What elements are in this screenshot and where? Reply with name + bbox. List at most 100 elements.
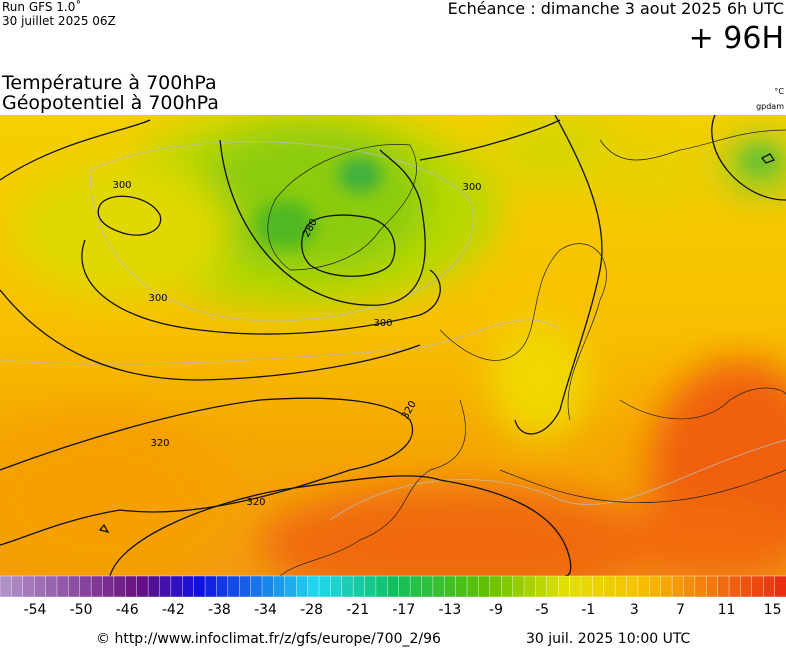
colorbar-swatch bbox=[239, 575, 252, 598]
contour-label: 300 bbox=[462, 182, 481, 193]
colorbar-label: 11 bbox=[718, 602, 736, 618]
colorbar-swatch bbox=[398, 575, 411, 598]
colorbar-swatch bbox=[250, 575, 263, 598]
colorbar-swatch bbox=[409, 575, 422, 598]
colorbar-swatch bbox=[307, 575, 320, 598]
colorbar-label: -50 bbox=[70, 602, 93, 618]
colorbar-swatch bbox=[352, 575, 366, 598]
colorbar-swatch bbox=[535, 575, 548, 598]
colorbar-swatch bbox=[113, 575, 126, 598]
colorbar-swatch bbox=[637, 575, 650, 598]
colorbar-label: 7 bbox=[676, 602, 685, 618]
colorbar-swatch bbox=[22, 575, 35, 598]
colorbar-swatch bbox=[660, 575, 673, 598]
run-label: Run GFS 1.0˚ bbox=[2, 0, 81, 14]
colorbar-swatch bbox=[717, 575, 730, 598]
colorbar-swatch bbox=[444, 575, 457, 598]
colorbar-swatch bbox=[421, 575, 434, 598]
run-date: 30 juillet 2025 06Z bbox=[2, 14, 116, 28]
colorbar-swatch bbox=[478, 575, 491, 598]
colorbar-swatch bbox=[295, 575, 309, 598]
colorbar-swatch bbox=[387, 575, 400, 598]
geopotential-contours bbox=[0, 115, 786, 576]
colorbar-swatch bbox=[523, 575, 536, 598]
colorbar-swatch bbox=[592, 575, 605, 598]
colorbar-swatch bbox=[159, 575, 172, 598]
colorbar-swatch bbox=[626, 575, 639, 598]
colorbar-swatch bbox=[580, 575, 593, 598]
temperature-isolines bbox=[0, 141, 786, 521]
colorbar-swatch bbox=[569, 575, 582, 598]
contour-label: 320 bbox=[150, 438, 169, 449]
colorbar-label: 15 bbox=[764, 602, 782, 618]
colorbar-swatch bbox=[375, 575, 388, 598]
colorbar-swatch bbox=[204, 575, 217, 598]
colorbar-label: -54 bbox=[24, 602, 47, 618]
colorbar-swatch bbox=[364, 575, 377, 598]
colorbar-swatch bbox=[763, 575, 776, 598]
contour-label: 300 bbox=[112, 180, 131, 191]
colorbar-swatch bbox=[102, 575, 115, 598]
colorbar-swatch bbox=[45, 575, 58, 598]
colorbar-swatch bbox=[649, 575, 662, 598]
colorbar-swatch bbox=[90, 575, 104, 598]
colorbar-swatch bbox=[774, 575, 786, 598]
colorbar-swatch bbox=[33, 575, 47, 598]
colorbar-swatch bbox=[216, 575, 229, 598]
contour-label: 300 bbox=[373, 318, 392, 329]
colorbar-swatch bbox=[683, 575, 696, 598]
forecast-time: Echéance : dimanche 3 aout 2025 6h UTC bbox=[448, 0, 784, 18]
colorbar-swatch bbox=[147, 575, 160, 598]
contour-label: 300 bbox=[148, 293, 167, 304]
colorbar-swatch bbox=[614, 575, 628, 598]
colorbar-swatch bbox=[170, 575, 183, 598]
colorbar-label: -13 bbox=[438, 602, 461, 618]
colorbar-swatch bbox=[79, 575, 92, 598]
colorbar-swatch bbox=[318, 575, 331, 598]
colorbar-swatch bbox=[557, 575, 571, 598]
colorbar-swatch bbox=[284, 575, 297, 598]
colorbar-swatch bbox=[706, 575, 719, 598]
colorbar bbox=[0, 575, 786, 598]
coastlines bbox=[267, 129, 786, 576]
colorbar-swatch bbox=[694, 575, 707, 598]
title-geopotential: Géopotentiel à 700hPa bbox=[2, 92, 219, 114]
colorbar-swatch bbox=[501, 575, 514, 598]
colorbar-swatch bbox=[603, 575, 616, 598]
colorbar-swatch bbox=[11, 575, 24, 598]
colorbar-swatch bbox=[751, 575, 764, 598]
colorbar-label: -9 bbox=[489, 602, 503, 618]
temperature-unit: °C bbox=[774, 87, 784, 96]
colorbar-swatch bbox=[0, 575, 12, 598]
colorbar-label: -21 bbox=[346, 602, 369, 618]
colorbar-swatch bbox=[512, 575, 525, 598]
colorbar-swatch bbox=[455, 575, 468, 598]
colorbar-label: -17 bbox=[392, 602, 415, 618]
colorbar-swatch bbox=[341, 575, 354, 598]
colorbar-label: -1 bbox=[581, 602, 595, 618]
colorbar-swatch bbox=[136, 575, 149, 598]
geopotential-unit: gpdam bbox=[756, 102, 784, 111]
colorbar-swatch bbox=[182, 575, 195, 598]
colorbar-label: -38 bbox=[208, 602, 231, 618]
colorbar-label: -42 bbox=[162, 602, 185, 618]
colorbar-label: -28 bbox=[300, 602, 323, 618]
colorbar-swatch bbox=[227, 575, 240, 598]
colorbar-swatch bbox=[489, 575, 502, 598]
contour-label: 320 bbox=[246, 497, 265, 508]
title-temperature: Température à 700hPa bbox=[1, 72, 217, 94]
colorbar-swatch bbox=[273, 575, 286, 598]
colorbar-swatch bbox=[728, 575, 741, 598]
colorbar-label: -46 bbox=[116, 602, 139, 618]
colorbar-label: -5 bbox=[535, 602, 549, 618]
colorbar-swatch bbox=[740, 575, 753, 598]
issued-time: 30 juil. 2025 10:00 UTC bbox=[526, 631, 691, 647]
colorbar-swatch bbox=[261, 575, 274, 598]
colorbar-swatch bbox=[193, 575, 206, 598]
colorbar-swatch bbox=[546, 575, 559, 598]
lead-time: + 96H bbox=[689, 21, 784, 56]
colorbar-labels: -54 -50 -46 -42 -38 -34 -28 -21 -17 -13 -9 -5 -1 3 7 11… bbox=[24, 602, 782, 618]
colorbar-swatch bbox=[68, 575, 81, 598]
